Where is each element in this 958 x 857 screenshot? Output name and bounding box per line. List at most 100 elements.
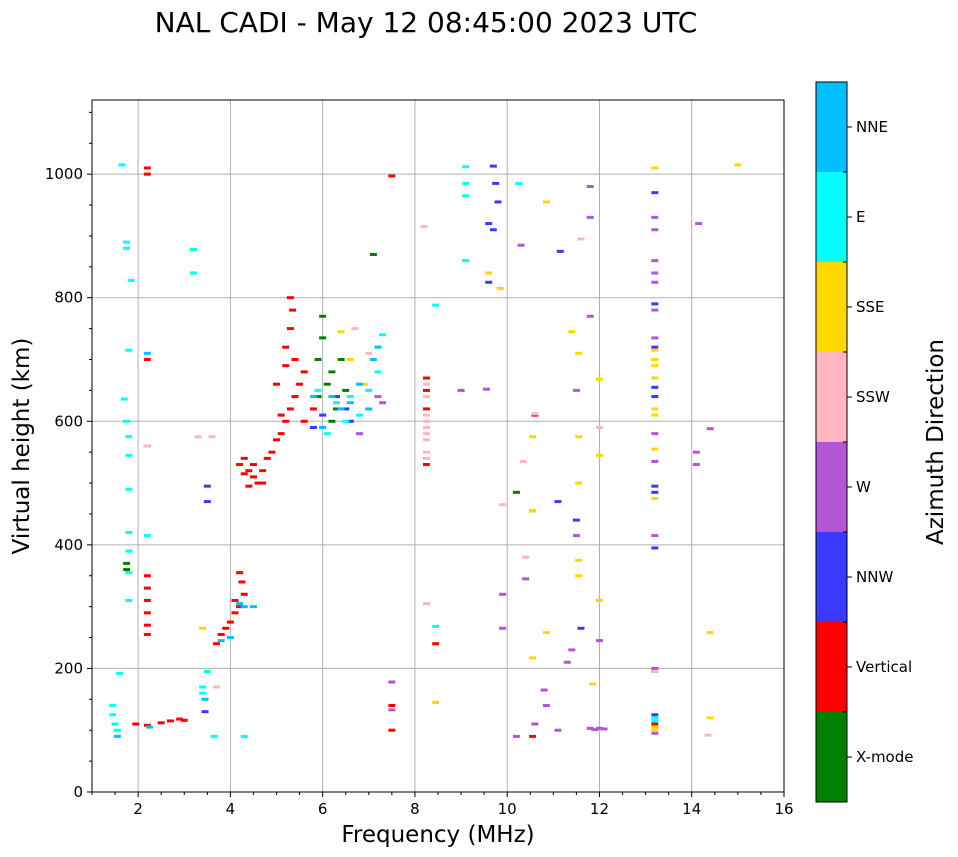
data-point — [432, 700, 440, 704]
data-point — [125, 571, 133, 575]
data-point — [692, 463, 700, 467]
data-point — [123, 240, 131, 244]
data-point — [125, 453, 133, 457]
data-point — [572, 518, 580, 522]
data-point — [482, 387, 490, 391]
y-tick-label: 0 — [73, 783, 83, 801]
data-point — [496, 286, 504, 290]
data-point — [388, 728, 396, 732]
data-point — [123, 246, 131, 250]
y-tick-label: 800 — [54, 289, 83, 307]
colorbar-segment — [816, 532, 847, 622]
data-point — [651, 716, 659, 720]
data-point — [651, 534, 659, 538]
axes: 2 4 6 8 10 12 14 16 0 200 400 600 800 1000 — [45, 111, 794, 818]
data-point — [166, 719, 174, 723]
series-vertical — [132, 166, 659, 738]
data-point — [485, 280, 493, 284]
data-point — [651, 280, 659, 284]
data-point — [238, 580, 246, 584]
data-point — [586, 726, 594, 730]
data-point — [180, 718, 188, 722]
x-tick-label: 14 — [682, 800, 701, 818]
data-point — [203, 670, 211, 674]
data-point — [143, 166, 151, 170]
data-point — [226, 620, 234, 624]
data-point — [346, 358, 354, 361]
data-point — [333, 395, 341, 399]
colorbar-segment — [816, 352, 847, 442]
data-point — [568, 648, 576, 652]
x-tick-label: 12 — [590, 800, 609, 818]
data-point — [706, 427, 714, 431]
data-point — [176, 717, 184, 721]
data-point — [125, 598, 133, 602]
data-point — [651, 413, 659, 417]
data-point — [314, 395, 322, 399]
data-point — [236, 605, 244, 609]
data-point — [213, 642, 221, 646]
data-points — [109, 163, 742, 738]
data-point — [529, 734, 537, 738]
data-point — [651, 395, 659, 399]
data-point — [706, 631, 714, 635]
data-point — [651, 670, 659, 674]
data-point — [222, 626, 230, 630]
data-point — [146, 725, 154, 729]
data-point — [651, 302, 659, 306]
data-point — [199, 685, 207, 689]
data-point — [595, 639, 603, 643]
data-point — [120, 397, 128, 401]
data-point — [333, 407, 341, 411]
data-point — [586, 185, 594, 188]
data-point — [289, 308, 297, 312]
data-point — [600, 727, 608, 731]
data-point — [314, 388, 322, 392]
data-point — [651, 271, 659, 275]
data-point — [201, 697, 209, 701]
colorbar-segment — [816, 82, 847, 172]
data-point — [236, 463, 244, 467]
data-point — [499, 592, 507, 596]
data-point — [240, 592, 248, 596]
data-point — [519, 459, 527, 463]
colorbar-segment — [816, 622, 847, 712]
data-point — [379, 333, 387, 337]
data-point — [651, 166, 659, 170]
data-point — [695, 222, 703, 226]
data-point — [286, 327, 294, 331]
data-point — [651, 713, 659, 717]
data-point — [291, 358, 299, 361]
data-point — [422, 407, 430, 411]
data-point — [127, 278, 135, 282]
y-tick-label: 1000 — [45, 165, 83, 183]
data-point — [575, 351, 583, 355]
data-point — [422, 463, 430, 467]
data-point — [113, 734, 121, 738]
data-point — [462, 181, 470, 185]
data-point — [319, 413, 327, 417]
data-point — [143, 632, 151, 636]
data-point — [277, 432, 285, 436]
data-point — [595, 453, 603, 457]
data-point — [217, 639, 225, 643]
series-e — [109, 163, 659, 738]
data-point — [651, 459, 659, 463]
plot-frame — [91, 99, 785, 793]
data-point — [542, 200, 550, 204]
data-point — [512, 490, 520, 494]
data-point — [143, 623, 151, 627]
data-point — [522, 577, 530, 581]
data-point — [291, 395, 299, 399]
y-tick-label: 400 — [54, 536, 83, 554]
data-point — [369, 252, 377, 256]
data-point — [296, 382, 304, 386]
data-point — [314, 358, 322, 361]
colorbar-segment — [816, 712, 847, 802]
data-point — [356, 432, 364, 436]
data-point — [309, 395, 317, 399]
data-point — [201, 710, 209, 714]
data-point — [203, 484, 211, 488]
data-point — [273, 438, 281, 442]
data-point — [651, 376, 659, 380]
